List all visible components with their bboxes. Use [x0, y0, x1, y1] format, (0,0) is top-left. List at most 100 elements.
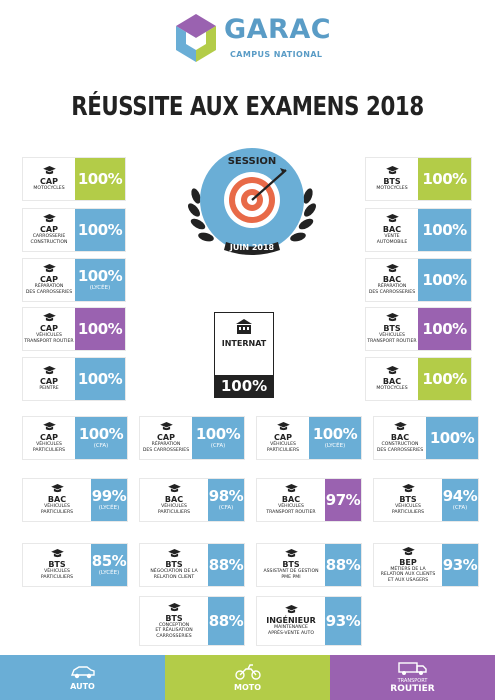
result-card: BAC MOTOCYCLES 100% [365, 357, 472, 401]
footer-transport: TRANSPORT ROUTIER [330, 655, 495, 700]
diploma-speciality: VÉHICULES [395, 504, 421, 510]
diploma-level: BTS [165, 560, 183, 570]
motorcycle-icon [234, 663, 261, 680]
diploma-speciality: CONCEPTION [158, 622, 190, 628]
diploma-level: BTS [282, 560, 300, 570]
diploma-speciality: TRANSPORT ROUTIER [266, 510, 316, 515]
success-rate: 98% [208, 487, 244, 505]
success-rate: 100% [77, 169, 123, 188]
diploma-speciality: VÉHICULES [36, 333, 62, 339]
truck-icon [397, 661, 427, 675]
school-type-note: (LYCÉE) [98, 505, 120, 511]
badge-session-text: SESSION [228, 156, 277, 167]
graduation-cap-icon [385, 313, 399, 322]
diploma-speciality: RELATION CLIENT [153, 575, 195, 580]
result-card-label: BAC VENTE AUTOMOBILE [366, 209, 418, 251]
success-rate: 100% [77, 267, 123, 285]
diploma-speciality: APRÈS-VENTE AUTO [268, 631, 314, 636]
result-card: CAP VÉHICULES TRANSPORT ROUTIER 100% [22, 307, 126, 351]
result-card-value: 88% [208, 597, 244, 645]
result-card-value: 100% [418, 358, 471, 400]
success-rate: 100% [422, 220, 467, 239]
graduation-cap-icon [42, 422, 56, 431]
diploma-speciality: PME PMI [281, 575, 301, 580]
diploma-speciality: TRANSPORT ROUTIER [367, 339, 417, 344]
result-card-label: BTS VÉHICULES TRANSPORT ROUTIER [366, 308, 418, 350]
result-card-value: 100% (LYCÉE) [75, 259, 125, 301]
diploma-speciality: PARTICULIERS [32, 448, 66, 453]
result-card-label: CAP VÉHICULES PARTICULIERS [23, 417, 75, 459]
result-card-label: CAP VÉHICULES PARTICULIERS [257, 417, 309, 459]
success-rate: 93% [325, 611, 361, 630]
result-card-label: BTS MOTOCYCLES [366, 158, 418, 200]
result-card: BTS CONCEPTION ET RÉALISATION CARROSSERIES 8… [139, 596, 245, 646]
result-card: INGÉNIEUR MAINTENANCE APRÈS-VENTE AUTO 93% [256, 596, 362, 646]
laurel-wreath-icon [188, 188, 316, 242]
diploma-speciality: CARROSSERIE [32, 234, 66, 240]
result-card-value: 88% [325, 544, 361, 586]
graduation-cap-icon [284, 549, 298, 558]
diploma-speciality: PARTICULIERS [40, 575, 74, 580]
footer-auto: AUTO [0, 655, 165, 700]
result-card-label: BEP MÉTIERS DE LA RELATION AUX CLIENTS ET A… [374, 544, 442, 586]
building-icon [236, 319, 252, 334]
graduation-cap-icon [42, 264, 56, 273]
footer-transport-label-top: TRANSPORT [397, 677, 428, 684]
diploma-speciality: ET AUX USAGERS [387, 577, 429, 583]
result-card-value: 85% (LYCÉE) [91, 544, 127, 586]
success-rate: 99% [91, 487, 127, 505]
diploma-speciality: VÉHICULES [44, 569, 70, 575]
result-card-value: 93% [442, 544, 478, 586]
result-card-label: BAC CONSTRUCTION DES CARROSSERIES [374, 417, 426, 459]
result-card-label: CAP MOTOCYCLES [23, 158, 75, 200]
result-card-label: INGÉNIEUR MAINTENANCE APRÈS-VENTE AUTO [257, 597, 325, 645]
graduation-cap-icon [167, 484, 181, 493]
success-rate: 100% [312, 425, 358, 443]
diploma-speciality: RELATION AUX CLIENTS [380, 572, 436, 578]
diploma-level: BTS [383, 177, 401, 187]
graduation-cap-icon [385, 166, 399, 175]
diploma-level: BAC [382, 377, 402, 387]
diploma-level: BTS [399, 495, 417, 505]
graduation-cap-icon [42, 166, 56, 175]
brand-name: GARAC [224, 14, 332, 45]
result-card-value: 100% [418, 308, 471, 350]
result-card: BTS VÉHICULES PARTICULIERS 85% (LYCÉE) [22, 543, 128, 587]
diploma-speciality: DES CARROSSERIES [142, 448, 190, 453]
diploma-speciality: VÉHICULES [278, 504, 304, 510]
result-card-label: BAC VÉHICULES TRANSPORT ROUTIER [257, 479, 325, 521]
graduation-cap-icon [393, 422, 407, 431]
result-card: BAC VÉHICULES PARTICULIERS 99% (LYCÉE) [22, 478, 128, 522]
diploma-level: CAP [40, 433, 58, 443]
diploma-speciality: VÉHICULES [161, 504, 187, 510]
success-rate: 85% [91, 552, 127, 570]
result-card-value: 100% (LYCÉE) [309, 417, 361, 459]
result-card-label: BAC VÉHICULES PARTICULIERS [23, 479, 91, 521]
success-rate: 100% [422, 369, 467, 388]
school-type-note: (CFA) [452, 505, 468, 511]
graduation-cap-icon [401, 546, 415, 555]
result-card: BTS VÉHICULES PARTICULIERS 94% (CFA) [373, 478, 479, 522]
result-card-value: 100% [75, 158, 125, 200]
result-card: BTS NÉGOCIATION DE LA RELATION CLIENT 88% [139, 543, 245, 587]
success-rate: 100% [78, 425, 124, 443]
session-badge: SESSION JUIN 2018 [182, 138, 322, 268]
result-card-value: 99% (LYCÉE) [91, 479, 127, 521]
diploma-level: BAC [390, 433, 410, 443]
diploma-speciality: MOTOCYCLES [376, 386, 408, 392]
diploma-level: CAP [40, 324, 58, 334]
diploma-speciality: TRANSPORT ROUTIER [24, 339, 74, 344]
school-type-note: (LYCÉE) [89, 285, 111, 291]
garac-logo: GARAC CAMPUS NATIONAL [172, 12, 332, 66]
result-card: BAC VÉHICULES PARTICULIERS 98% (CFA) [139, 478, 245, 522]
graduation-cap-icon [42, 366, 56, 375]
diploma-level: BTS [383, 324, 401, 334]
diploma-level: CAP [40, 177, 58, 187]
diploma-speciality: VÉHICULES [44, 504, 70, 510]
result-card: BAC VÉHICULES TRANSPORT ROUTIER 97% [256, 478, 362, 522]
success-rate: 88% [325, 555, 361, 574]
result-card-value: 93% [325, 597, 361, 645]
internat-value: 100% [220, 377, 268, 395]
brand-tagline: CAMPUS NATIONAL [230, 50, 323, 59]
result-card: BEP MÉTIERS DE LA RELATION AUX CLIENTS ET A… [373, 543, 479, 587]
